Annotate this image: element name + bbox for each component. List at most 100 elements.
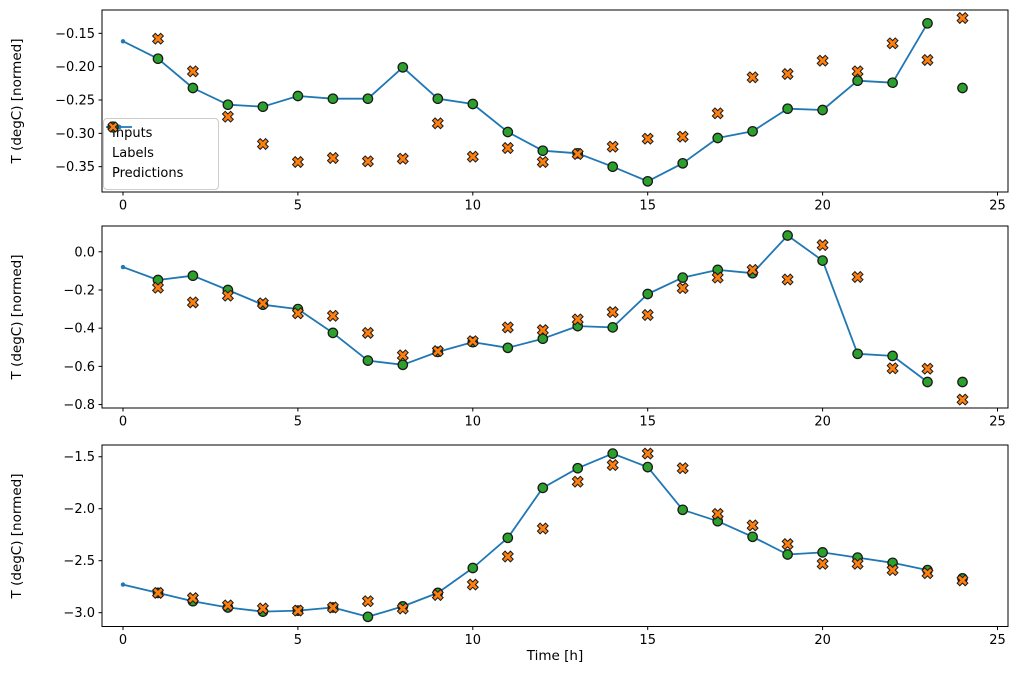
x-tick-label: 15	[639, 199, 656, 214]
x-tick-label: 15	[639, 633, 656, 648]
legend: Inputs Labels Predictions	[103, 118, 219, 190]
prediction-marker	[781, 538, 794, 551]
y-axis-label-top: T (degC) [normed]	[9, 38, 25, 164]
prediction-marker	[676, 130, 689, 143]
prediction-marker	[606, 306, 619, 319]
label-marker	[782, 103, 793, 115]
prediction-marker	[431, 345, 444, 358]
series-inputs	[120, 451, 930, 619]
label-marker	[817, 255, 828, 266]
prediction-marker	[921, 362, 934, 375]
panel-0: 0 5 10 15 20 25 −0.15 −0.20 −0.25 −0.30 −0.35	[55, 9, 1009, 214]
prediction-marker	[361, 595, 374, 608]
prediction-marker	[361, 326, 374, 339]
x-tick-label: 5	[294, 633, 302, 648]
inputs-dot	[120, 582, 126, 587]
x-tick-label: 10	[465, 633, 482, 648]
prediction-marker	[256, 297, 269, 310]
label-marker	[502, 532, 514, 544]
label-marker	[782, 549, 793, 560]
prediction-marker	[746, 519, 759, 532]
prediction-marker	[886, 362, 899, 375]
prediction-marker	[151, 32, 165, 45]
prediction-marker	[431, 588, 444, 602]
prediction-marker	[291, 155, 304, 169]
prediction-marker	[571, 475, 584, 488]
label-marker	[957, 82, 968, 94]
label-marker	[677, 157, 689, 169]
panel-spines	[101, 225, 1009, 409]
label-marker	[502, 342, 514, 354]
series-labels	[152, 448, 968, 623]
label-marker	[642, 288, 654, 300]
label-marker	[432, 93, 444, 105]
y-tick-label: −0.20	[55, 60, 95, 75]
label-marker	[607, 322, 619, 333]
y-tick-label: −1.5	[63, 450, 95, 465]
prediction-marker	[816, 239, 829, 252]
prediction-marker	[956, 393, 969, 406]
x-tick-label: 0	[119, 199, 127, 214]
label-marker	[292, 90, 304, 102]
label-marker	[712, 132, 724, 144]
prediction-marker	[326, 151, 339, 165]
label-marker	[187, 82, 199, 94]
prediction-marker	[711, 271, 724, 284]
label-marker	[817, 104, 828, 116]
prediction-marker	[536, 324, 549, 337]
y-tick-label: −0.6	[63, 360, 95, 375]
y-tick-label: −0.2	[63, 283, 95, 298]
prediction-marker	[851, 557, 864, 570]
label-marker	[887, 77, 898, 89]
inputs-line	[122, 452, 928, 618]
prediction-marker	[151, 586, 165, 599]
y-tick-label: −0.25	[55, 94, 95, 109]
prediction-marker	[186, 592, 199, 605]
x-tick-label: 10	[465, 199, 482, 214]
legend-label-predictions: Predictions	[112, 166, 184, 181]
label-marker	[362, 355, 374, 366]
series-inputs	[120, 233, 930, 385]
x-tick-label: 25	[989, 415, 1006, 430]
label-marker	[467, 98, 479, 110]
prediction-marker	[851, 65, 864, 78]
label-marker	[257, 101, 269, 113]
y-tick-label: −2.0	[63, 502, 95, 517]
panel-1: 0 5 10 15 20 25 0.0 −0.2 −0.4 −0.6 −0.8	[63, 225, 1009, 430]
prediction-marker	[221, 110, 234, 123]
x-tick-label: 10	[465, 415, 482, 430]
prediction-marker	[326, 309, 339, 322]
label-marker	[922, 376, 933, 388]
prediction-marker	[606, 459, 619, 472]
prediction-marker	[641, 447, 654, 460]
prediction-marker	[641, 132, 654, 145]
x-tick-label: 25	[989, 633, 1006, 648]
y-tick-label: −0.8	[63, 398, 95, 413]
x-tick-label: 5	[294, 199, 302, 214]
x-tick-label: 0	[119, 633, 127, 648]
label-marker	[537, 333, 549, 345]
label-marker	[502, 126, 514, 138]
series-predictions	[151, 11, 969, 169]
label-marker	[397, 61, 409, 73]
label-marker	[642, 175, 654, 187]
label-marker	[362, 611, 374, 623]
legend-label-inputs: Inputs	[112, 126, 153, 141]
label-marker	[957, 376, 968, 388]
label-marker	[677, 504, 689, 516]
prediction-marker	[396, 602, 409, 615]
x-tick-label: 20	[814, 633, 831, 648]
y-tick-label: −3.0	[63, 606, 95, 621]
series-predictions	[151, 239, 969, 406]
y-tick-label: −0.4	[63, 322, 95, 337]
prediction-marker	[781, 273, 794, 286]
prediction-marker	[291, 307, 304, 320]
y-tick-label: −0.15	[55, 27, 95, 42]
prediction-marker	[396, 152, 409, 165]
prediction-marker	[221, 289, 234, 302]
series-labels	[152, 230, 968, 388]
prediction-marker	[466, 150, 479, 163]
label-marker	[677, 272, 689, 283]
x-tick-label: 25	[989, 199, 1006, 214]
